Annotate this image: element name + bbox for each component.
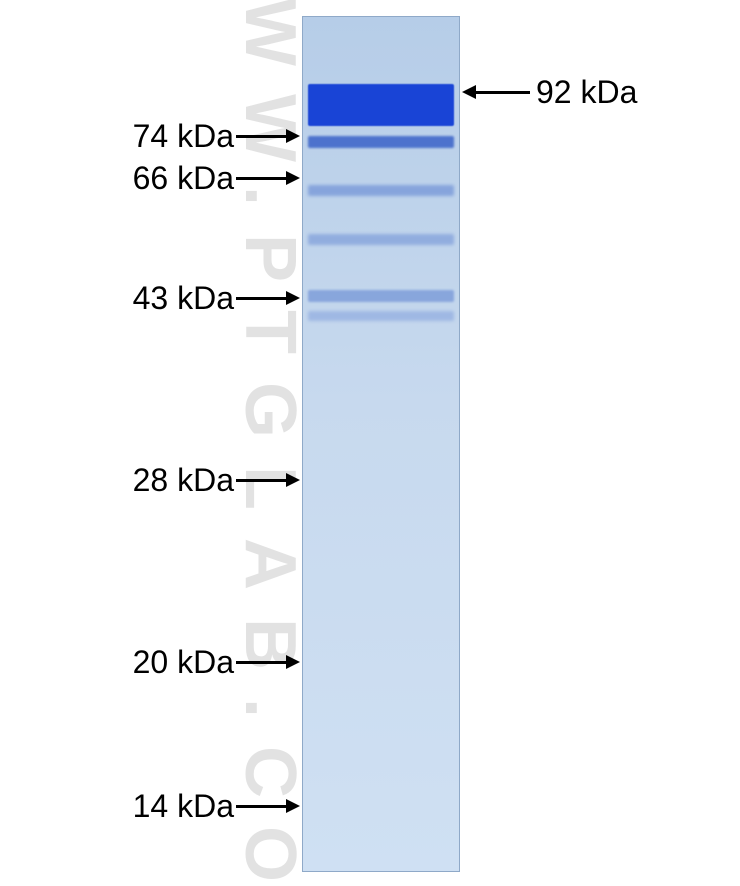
mw-arrow-3-line [236,479,286,482]
mw-arrow-3-head [286,473,300,487]
lane-bands-container [302,16,460,872]
mw-arrow-5-line [236,805,286,808]
gel-lane [302,16,460,872]
result-arrow-line [476,91,530,94]
mw-label-28-kDa: 28 kDa [133,464,234,496]
mw-arrow-4-line [236,661,286,664]
band-43b [308,311,453,320]
mw-arrow-4-head [286,655,300,669]
mw-arrow-0-line [236,135,286,138]
mw-arrow-5-head [286,799,300,813]
band-43a [308,290,453,302]
mw-label-66-kDa: 66 kDa [133,162,234,194]
result-arrow-head [462,85,476,99]
mw-arrow-0-head [286,129,300,143]
mw-label-14-kDa: 14 kDa [133,790,234,822]
mw-arrow-2-head [286,291,300,305]
mw-label-20-kDa: 20 kDa [133,646,234,678]
mw-arrow-1-head [286,171,300,185]
result-label-92kDa: 92 kDa [536,76,637,108]
mw-label-43-kDa: 43 kDa [133,282,234,314]
band-66 [308,185,453,195]
band-74 [308,136,453,148]
main-band-92 [308,84,453,125]
mw-arrow-2-line [236,297,286,300]
band-55 [308,234,453,244]
mw-arrow-1-line [236,177,286,180]
mw-label-74-kDa: 74 kDa [133,120,234,152]
gel-figure: WWW.PTGLAB.COM 74 kDa66 kDa43 kDa28 kDa2… [0,0,740,886]
